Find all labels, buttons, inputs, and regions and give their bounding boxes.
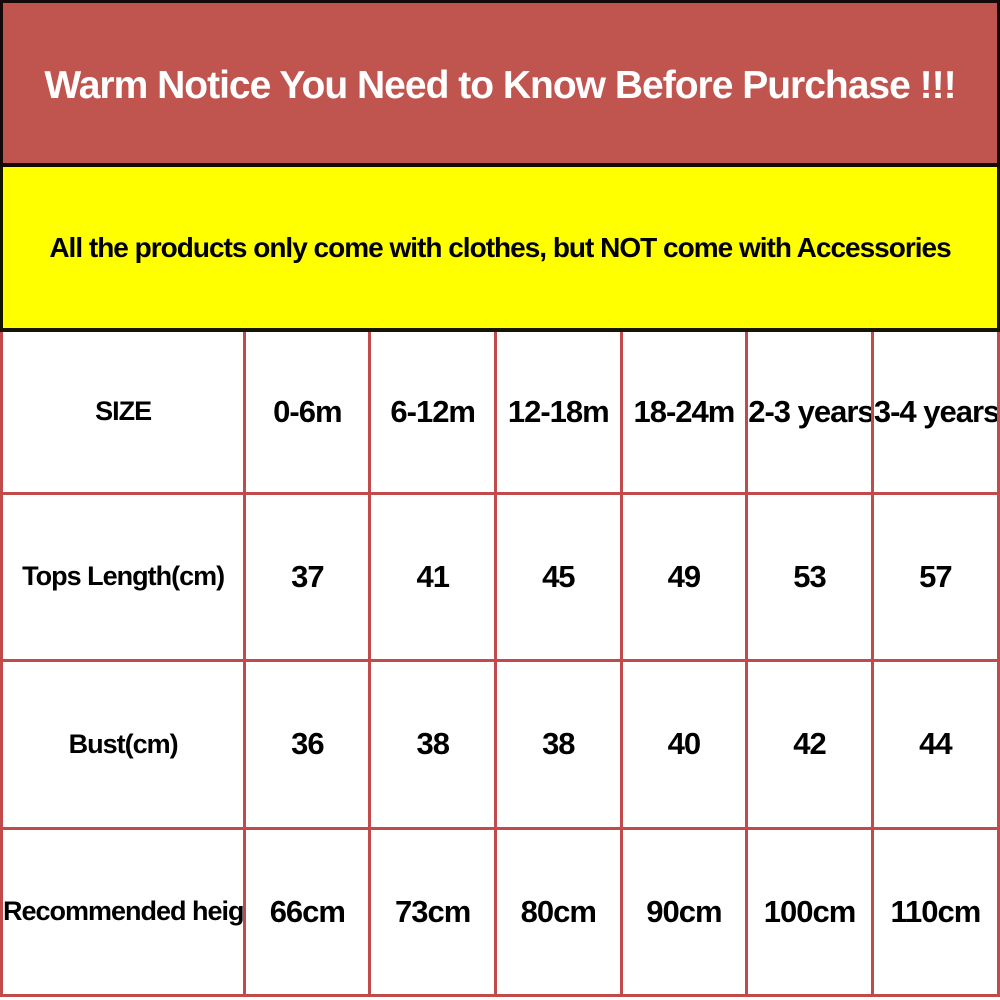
size-header-3-4years: 3-4 years (870, 332, 1000, 495)
tops-length-value: 37 (243, 491, 372, 663)
tops-length-value: 49 (619, 491, 749, 663)
table-row-tops-length: Tops Length(cm) 37 41 45 49 53 57 (0, 491, 1000, 663)
table-header-row: SIZE 0-6m 6-12m 12-18m 18-24m 2-3 years … (0, 332, 1000, 495)
table-row-recommended-height: Recommended height 66cm 73cm 80cm 90cm 1… (0, 826, 1000, 997)
recommended-height-value: 73cm (368, 826, 497, 997)
bust-value: 38 (368, 659, 497, 830)
size-header-12-18m: 12-18m (494, 332, 623, 495)
recommended-height-value: 80cm (494, 826, 623, 997)
size-header-6-12m: 6-12m (368, 332, 497, 495)
bust-value: 40 (619, 659, 749, 830)
warm-notice-banner: Warm Notice You Need to Know Before Purc… (0, 0, 1000, 167)
warm-notice-title: Warm Notice You Need to Know Before Purc… (44, 64, 956, 107)
size-header-0-6m: 0-6m (243, 332, 372, 495)
size-chart-table: SIZE 0-6m 6-12m 12-18m 18-24m 2-3 years … (0, 332, 1000, 997)
size-header-2-3years: 2-3 years (745, 332, 874, 495)
bust-value: 44 (870, 659, 1000, 830)
bust-value: 38 (494, 659, 623, 830)
tops-length-value: 53 (745, 491, 874, 663)
table-row-bust: Bust(cm) 36 38 38 40 42 44 (0, 659, 1000, 830)
recommended-height-value: 110cm (870, 826, 1000, 997)
row-label-recommended-height: Recommended height (0, 826, 247, 997)
row-label-tops-length: Tops Length(cm) (0, 491, 247, 663)
bust-value: 42 (745, 659, 874, 830)
bust-value: 36 (243, 659, 372, 830)
accessories-notice-text: All the products only come with clothes,… (49, 231, 951, 263)
accessories-notice-banner: All the products only come with clothes,… (0, 167, 1000, 332)
tops-length-value: 57 (870, 491, 1000, 663)
tops-length-value: 45 (494, 491, 623, 663)
recommended-height-value: 100cm (745, 826, 874, 997)
size-header-18-24m: 18-24m (619, 332, 749, 495)
recommended-height-value: 66cm (243, 826, 372, 997)
row-label-bust: Bust(cm) (0, 659, 247, 830)
tops-length-value: 41 (368, 491, 497, 663)
recommended-height-value: 90cm (619, 826, 749, 997)
size-column-header: SIZE (0, 332, 247, 495)
